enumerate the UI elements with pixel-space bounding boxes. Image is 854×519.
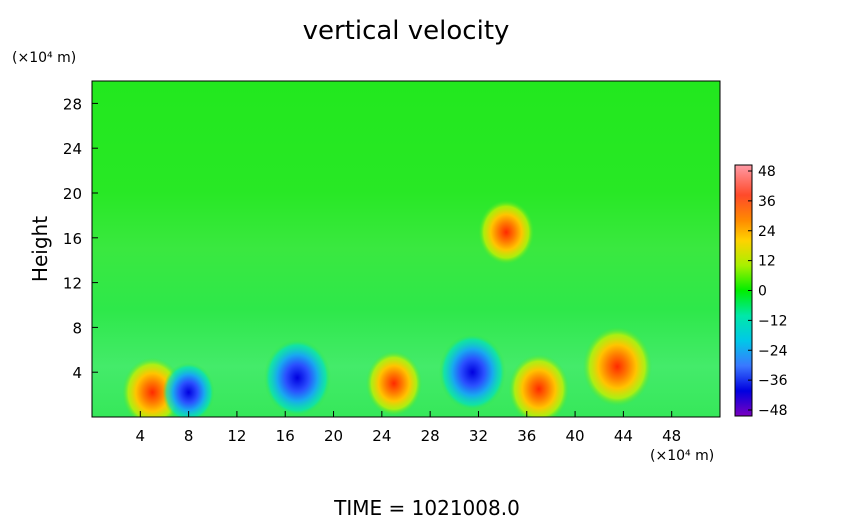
x-tick-label: 48	[662, 427, 681, 445]
colorbar-tick-label: −36	[758, 373, 788, 389]
updraft-feature	[582, 326, 652, 407]
x-tick-label: 28	[421, 427, 440, 445]
x-axis: 4 8 12 16 20 24 28 32 36 40 44 48	[136, 411, 681, 445]
colorbar-tick-label: 0	[758, 284, 767, 300]
y-tick-label: 12	[63, 275, 82, 293]
y-tick-label: 20	[63, 185, 82, 203]
updraft-feature	[508, 354, 570, 417]
colorbar-tick-label: −48	[758, 403, 788, 419]
colorbar-tick-label: 24	[758, 224, 776, 240]
chart-title: vertical velocity	[303, 16, 510, 46]
y-axis-label: Height	[28, 216, 52, 282]
colorbar-tick-label: −12	[758, 313, 788, 329]
x-tick-label: 4	[136, 427, 146, 445]
plot-area	[91, 80, 721, 418]
velocity-features	[122, 199, 652, 417]
colorbar-tick-label: 48	[758, 164, 776, 180]
y-tick-label: 16	[63, 230, 82, 248]
colorbar-ticks: 48 36 24 12 0 −12 −24 −36 −48	[748, 164, 788, 419]
x-tick-label: 24	[372, 427, 391, 445]
downdraft-feature	[162, 362, 215, 417]
x-tick-label: 40	[566, 427, 585, 445]
y-tick-label: 28	[63, 95, 82, 113]
x-tick-label: 12	[227, 427, 246, 445]
x-tick-label: 36	[517, 427, 536, 445]
downdraft-feature	[263, 339, 331, 417]
colorbar-tick-label: 12	[758, 254, 776, 270]
x-tick-label: 8	[184, 427, 194, 445]
colorbar-tick-label: 36	[758, 194, 776, 210]
y-tick-label: 8	[72, 319, 82, 337]
y-tick-label: 24	[63, 140, 82, 158]
y-axis: 4 8 12 16 20 24 28	[63, 95, 98, 382]
time-label: TIME = 1021008.0	[333, 496, 520, 519]
y-axis-unit: (×10⁴ m)	[12, 50, 76, 66]
updraft-feature	[478, 199, 535, 265]
x-tick-label: 32	[469, 427, 488, 445]
x-tick-label: 16	[276, 427, 295, 445]
x-tick-label: 20	[324, 427, 343, 445]
x-axis-unit: (×10⁴ m)	[650, 448, 714, 464]
plot-frame	[91, 80, 721, 418]
colorbar-tick-label: −24	[758, 343, 788, 359]
y-tick-label: 4	[72, 364, 82, 382]
downdraft-feature	[438, 333, 506, 411]
colorbar: 48 36 24 12 0 −12 −24 −36 −48	[734, 164, 788, 419]
updraft-feature	[365, 351, 423, 416]
x-tick-label: 44	[614, 427, 633, 445]
